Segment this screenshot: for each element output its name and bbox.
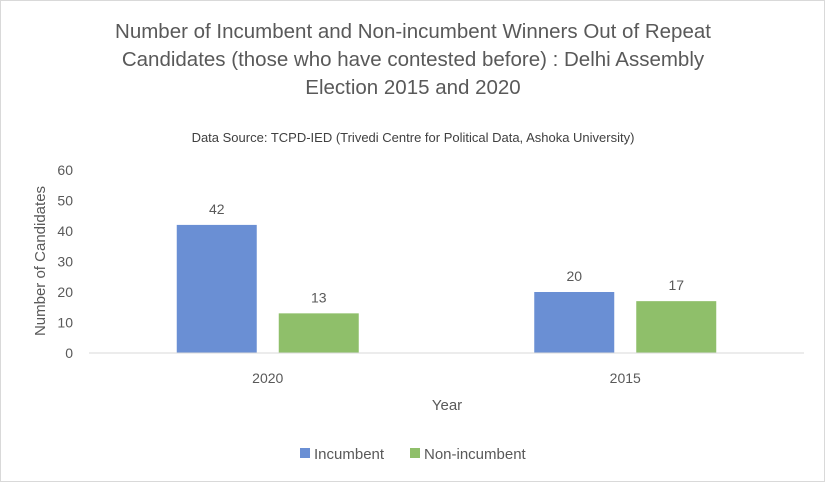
x-axis: 2020 2015 xyxy=(252,370,641,386)
bar-incumbent-2020 xyxy=(176,224,257,353)
bar-non-incumbent-2020 xyxy=(278,313,359,353)
legend-label-incumbent: Incumbent xyxy=(314,446,385,463)
legend: Incumbent Non-incumbent xyxy=(300,446,527,463)
chart-title: Number of Incumbent and Non-incumbent Wi… xyxy=(115,20,711,99)
data-label: 13 xyxy=(311,289,327,305)
y-tick-label: 30 xyxy=(57,254,73,270)
y-tick-label: 60 xyxy=(57,162,73,178)
chart-subtitle: Data Source: TCPD-IED (Trivedi Centre fo… xyxy=(192,130,635,145)
legend-label-non-incumbent: Non-incumbent xyxy=(424,446,527,463)
chart-title-line-3: Election 2015 and 2020 xyxy=(305,76,520,99)
data-label: 20 xyxy=(566,268,582,284)
legend-swatch-incumbent xyxy=(300,448,310,458)
y-tick-label: 20 xyxy=(57,284,73,300)
x-tick-label-2020: 2020 xyxy=(252,370,283,386)
data-labels: 42 13 20 17 xyxy=(209,201,684,305)
legend-swatch-non-incumbent xyxy=(410,448,420,458)
x-axis-title: Year xyxy=(432,397,462,414)
y-axis-title: Number of Candidates xyxy=(32,186,49,336)
y-axis: 0 10 20 30 40 50 60 xyxy=(57,162,73,361)
chart-title-line-1: Number of Incumbent and Non-incumbent Wi… xyxy=(115,20,711,43)
chart-title-line-2: Candidates (those who have contested bef… xyxy=(122,48,705,71)
data-label: 42 xyxy=(209,201,225,217)
x-tick-label-2015: 2015 xyxy=(610,370,641,386)
y-tick-label: 10 xyxy=(57,315,73,331)
y-tick-label: 50 xyxy=(57,193,73,209)
y-tick-label: 0 xyxy=(65,345,73,361)
data-label: 17 xyxy=(668,277,684,293)
y-tick-label: 40 xyxy=(57,223,73,239)
bar-non-incumbent-2015 xyxy=(636,301,717,353)
bar-incumbent-2015 xyxy=(534,292,615,353)
bars xyxy=(176,224,717,353)
